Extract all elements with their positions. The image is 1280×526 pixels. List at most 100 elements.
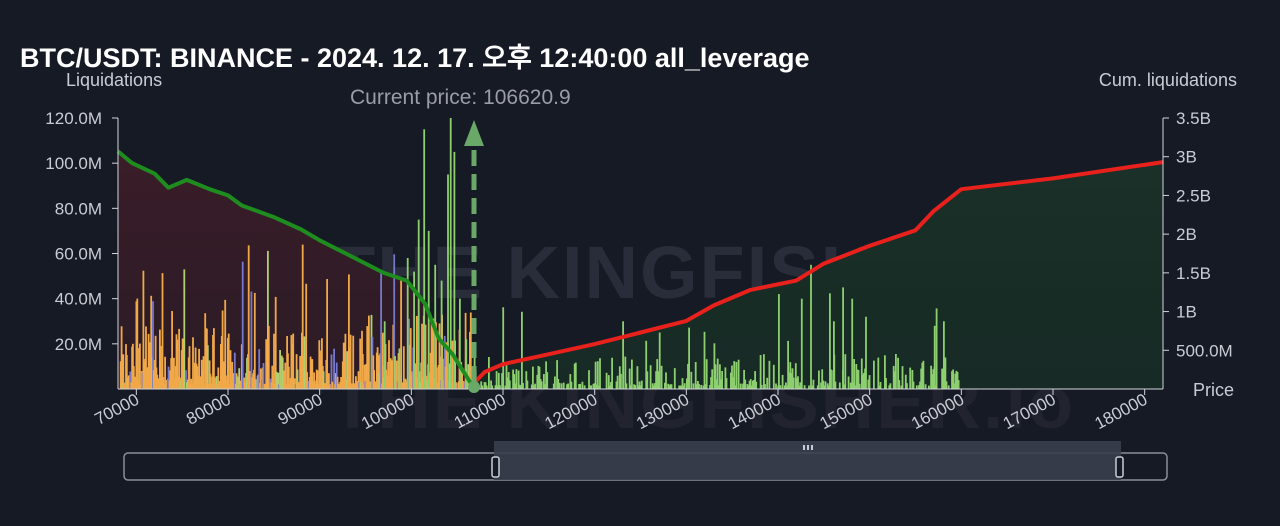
liq-bar xyxy=(395,360,398,389)
liq-bar xyxy=(305,283,308,389)
liq-bar xyxy=(955,370,958,389)
liq-bar xyxy=(423,129,426,390)
range-selector[interactable] xyxy=(123,441,1168,481)
liq-bar xyxy=(637,385,640,389)
liq-bar xyxy=(505,364,508,389)
liq-bar xyxy=(366,326,369,389)
liq-bar xyxy=(599,358,601,389)
liq-bar xyxy=(821,369,824,389)
liq-bar xyxy=(277,372,280,389)
liq-bar xyxy=(679,385,682,389)
liq-bar xyxy=(862,374,864,389)
liq-bar xyxy=(178,328,180,389)
range-handle-left[interactable] xyxy=(491,456,500,478)
liq-bar xyxy=(590,385,593,389)
liq-bar xyxy=(609,385,611,389)
liq-bar xyxy=(670,384,673,389)
liq-bar xyxy=(924,384,927,389)
liq-bar xyxy=(424,324,427,389)
liq-bar xyxy=(481,385,484,389)
liq-bar xyxy=(185,370,187,389)
liq-bar xyxy=(822,380,825,389)
liq-bar xyxy=(628,368,631,389)
liq-bar xyxy=(311,359,314,389)
liq-bar xyxy=(668,385,671,389)
liq-bar xyxy=(921,362,924,389)
liq-bar xyxy=(711,369,714,389)
y-left-tick-label: 40.0M xyxy=(55,290,102,309)
liq-bar xyxy=(316,370,319,389)
liq-bar xyxy=(655,371,657,389)
liq-bar xyxy=(855,364,858,389)
liq-bar xyxy=(622,321,624,390)
liq-bar xyxy=(954,373,957,389)
liq-bar xyxy=(747,385,750,389)
liq-bar xyxy=(595,384,598,389)
liq-bar xyxy=(275,371,278,389)
liq-bar xyxy=(250,291,253,389)
liq-bar xyxy=(579,383,582,389)
liq-bar xyxy=(893,371,896,389)
liq-bar xyxy=(844,354,847,389)
liq-bar xyxy=(933,325,936,389)
liq-bar xyxy=(829,293,831,389)
liq-bar xyxy=(649,365,652,389)
liq-bar xyxy=(945,381,948,389)
liq-bar xyxy=(299,355,301,389)
liq-bar xyxy=(447,174,449,389)
liq-bar xyxy=(658,332,661,389)
liq-bar xyxy=(682,385,685,389)
liq-bar xyxy=(731,365,733,389)
liq-bar xyxy=(394,356,396,389)
range-grip-icon[interactable] xyxy=(803,445,813,450)
liq-bar xyxy=(654,383,656,389)
liq-bar xyxy=(919,381,921,389)
liq-bar xyxy=(377,355,380,389)
range-handle-right[interactable] xyxy=(1115,456,1124,478)
liq-bar xyxy=(928,385,930,389)
liq-bar xyxy=(552,383,555,389)
liq-bar xyxy=(152,370,155,389)
liq-bar xyxy=(607,375,610,389)
liq-bar xyxy=(303,336,306,389)
liq-bar xyxy=(213,377,216,389)
cumulative-lines xyxy=(116,149,1164,387)
liq-bar xyxy=(463,382,466,389)
y-left-tick-label: 60.0M xyxy=(55,245,102,264)
liq-bar xyxy=(226,337,229,389)
liq-bar xyxy=(720,379,722,389)
liq-bar xyxy=(710,377,712,389)
liq-bar xyxy=(620,373,622,389)
liq-bar xyxy=(192,337,194,389)
liq-bar xyxy=(615,381,618,389)
liq-bar xyxy=(512,369,514,389)
current-price-marker xyxy=(464,120,484,393)
liq-bar xyxy=(443,335,446,389)
liq-bar xyxy=(451,340,454,389)
liq-bar xyxy=(593,383,596,389)
liq-bar xyxy=(332,383,335,389)
liq-bar xyxy=(540,381,543,389)
liq-bar xyxy=(322,371,325,389)
liq-bar xyxy=(930,365,932,389)
liq-bar xyxy=(680,385,683,389)
liq-bar xyxy=(380,273,382,389)
liq-bar xyxy=(709,385,711,389)
liq-bar xyxy=(842,287,844,389)
liq-bar xyxy=(810,264,812,389)
liq-bar xyxy=(752,380,754,389)
liq-bar xyxy=(754,371,756,389)
liq-bar xyxy=(483,382,486,389)
liq-bar xyxy=(616,375,619,389)
liq-bar xyxy=(631,359,633,389)
liq-bar xyxy=(794,363,797,389)
liq-bar xyxy=(570,381,573,389)
liq-bar xyxy=(292,333,295,389)
liq-bar xyxy=(522,383,524,389)
y-left-tick-label: 20.0M xyxy=(55,335,102,354)
liq-bar xyxy=(539,379,542,389)
liq-bar xyxy=(183,269,186,389)
liq-bar xyxy=(209,373,212,389)
liq-bar xyxy=(445,342,448,389)
